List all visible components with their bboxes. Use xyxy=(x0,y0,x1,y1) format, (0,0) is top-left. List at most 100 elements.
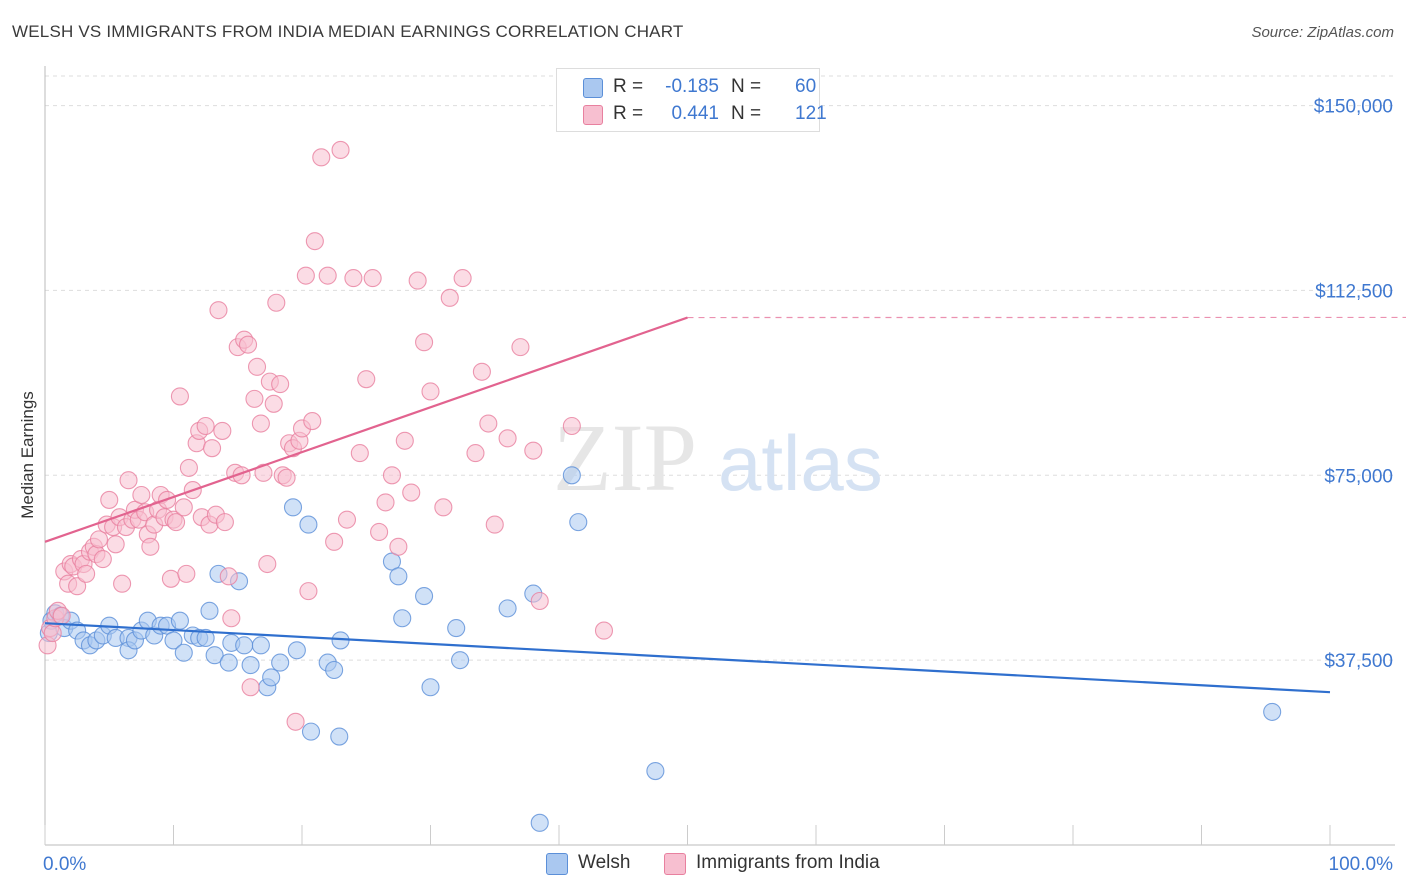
india-n-label: N = xyxy=(731,103,762,124)
welsh-trend-line xyxy=(44,622,1331,694)
india-point xyxy=(286,712,305,731)
welsh-point xyxy=(235,636,254,655)
india-point xyxy=(331,140,350,159)
welsh-point xyxy=(646,762,665,781)
india-point xyxy=(434,498,453,517)
india-point xyxy=(344,269,363,288)
welsh-point xyxy=(283,498,303,517)
india-point xyxy=(93,550,112,569)
india-point xyxy=(479,414,498,433)
india-point xyxy=(421,382,440,401)
india-point xyxy=(440,288,459,307)
welsh-point xyxy=(301,722,321,741)
india-point xyxy=(530,591,549,611)
india-point xyxy=(408,271,427,290)
india-point xyxy=(106,535,125,554)
india-point xyxy=(43,623,62,643)
india-point xyxy=(238,335,258,354)
welsh-point xyxy=(562,466,581,485)
welsh-n-label: N = xyxy=(731,76,762,97)
india-point xyxy=(472,362,491,381)
india-point xyxy=(213,421,232,440)
watermark: ZIP atlas xyxy=(553,404,883,511)
india-n-value: 121 xyxy=(795,103,827,124)
welsh-point xyxy=(174,643,193,662)
india-point xyxy=(357,370,376,389)
india-point xyxy=(382,466,402,485)
welsh-point xyxy=(325,660,344,680)
india-point xyxy=(296,266,315,285)
welsh-point xyxy=(200,601,219,620)
welsh-point xyxy=(262,668,281,687)
y-tick-label: $112,500 xyxy=(1315,281,1393,302)
welsh-r-value: -0.185 xyxy=(665,76,719,97)
x-tick-label: 100.0% xyxy=(1329,854,1394,875)
welsh-r-label: R = xyxy=(613,76,644,97)
welsh-point xyxy=(330,727,349,746)
india-point xyxy=(68,577,87,596)
india-point xyxy=(350,444,369,463)
welsh-point xyxy=(389,567,408,586)
india-point xyxy=(100,490,119,509)
india-point xyxy=(485,515,504,534)
india-trend-extension xyxy=(687,316,1406,319)
india-point xyxy=(498,429,517,448)
india-point xyxy=(251,414,270,433)
india-point xyxy=(271,375,290,394)
india-point xyxy=(453,269,472,288)
india-point xyxy=(395,431,414,450)
india-point xyxy=(325,532,344,551)
india-point xyxy=(77,564,96,583)
india-point xyxy=(264,394,283,413)
chart-title: WELSH VS IMMIGRANTS FROM INDIA MEDIAN EA… xyxy=(12,22,684,41)
y-tick-label: $75,000 xyxy=(1324,466,1393,487)
india-point xyxy=(305,232,324,251)
welsh-point xyxy=(271,653,290,672)
welsh-point xyxy=(287,641,306,660)
welsh-point xyxy=(205,646,224,665)
india-point xyxy=(174,498,193,517)
welsh-point xyxy=(1263,702,1282,721)
india-r-value: 0.441 xyxy=(671,103,719,124)
india-point xyxy=(594,621,614,640)
india-point xyxy=(222,609,241,628)
welsh-point xyxy=(415,587,434,606)
india-r-label: R = xyxy=(613,103,644,124)
welsh-point xyxy=(219,653,238,672)
india-point xyxy=(258,554,277,574)
y-tick-label: $37,500 xyxy=(1324,651,1393,672)
india-point xyxy=(161,569,180,588)
india-point xyxy=(524,441,543,460)
india-point xyxy=(376,493,395,512)
india-point xyxy=(167,513,186,532)
gridlines xyxy=(45,75,1395,661)
india-point xyxy=(209,301,228,320)
india-point xyxy=(402,483,421,502)
india-point xyxy=(219,567,238,586)
trend-lines xyxy=(44,316,1406,694)
welsh-point xyxy=(164,631,183,650)
india-point xyxy=(141,537,160,556)
india-points xyxy=(38,140,614,731)
bottom-india-label: Immigrants from India xyxy=(696,852,880,873)
india-point xyxy=(370,522,389,542)
welsh-point xyxy=(498,599,517,618)
welsh-point xyxy=(299,515,318,534)
india-point xyxy=(170,387,189,406)
welsh-point xyxy=(451,651,470,670)
india-point xyxy=(318,266,337,285)
india-point xyxy=(247,357,267,376)
welsh-point xyxy=(241,656,260,675)
india-point xyxy=(241,678,260,697)
welsh-point xyxy=(170,611,189,630)
welsh-point xyxy=(251,636,270,655)
y-tick-label: $150,000 xyxy=(1314,97,1393,118)
india-point xyxy=(196,416,215,436)
bottom-india-swatch xyxy=(664,853,686,875)
welsh-point xyxy=(393,609,412,628)
x-tick-label: 0.0% xyxy=(43,854,86,875)
india-point xyxy=(312,148,331,167)
tick-labels: $37,500 $75,000 $112,500 $150,000 0.0% 100.0% xyxy=(43,97,1393,875)
india-point xyxy=(177,564,196,583)
